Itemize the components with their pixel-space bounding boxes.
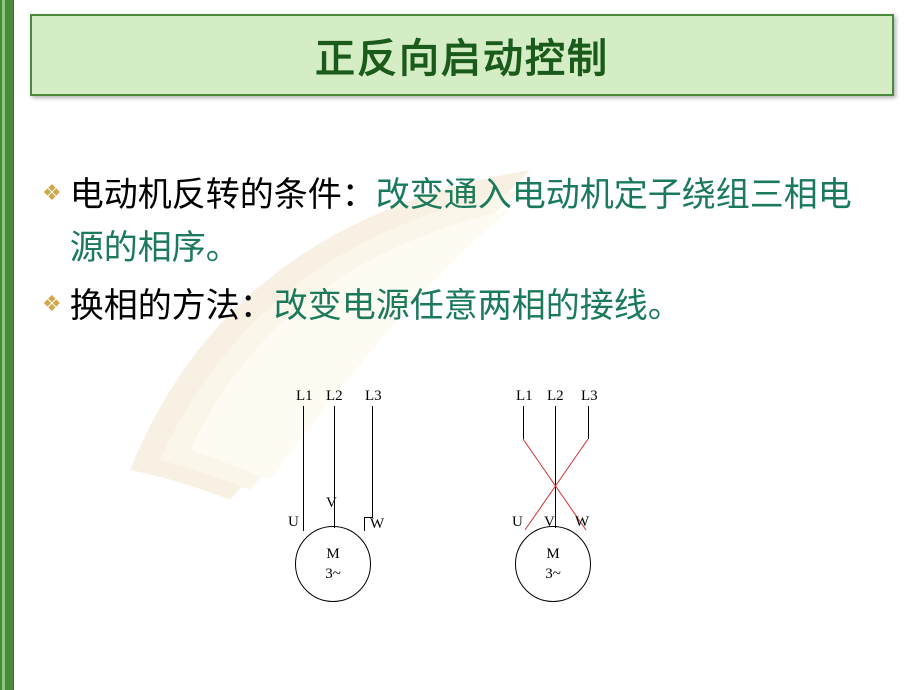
terminal-label: L2 (326, 388, 343, 405)
left-bar-highlight (2, 0, 5, 690)
bullet-text: 电动机反转的条件：改变通入电动机定子绕组三相电源的相序。 (70, 170, 882, 275)
wiring-diagrams: L1 L2 L3 U V W M 3~ L1 L2 L3 U V W (260, 386, 680, 616)
terminal-label: L3 (365, 388, 382, 405)
terminal-label: W (370, 516, 384, 533)
bullet-marker-icon: ❖ (42, 291, 62, 317)
crossed-wires (480, 386, 640, 546)
wire-line (372, 406, 373, 518)
wire-line (303, 406, 304, 531)
motor-symbol: M 3~ (295, 526, 371, 602)
content-area: ❖ 电动机反转的条件：改变通入电动机定子绕组三相电源的相序。 ❖ 换相的方法：改… (42, 170, 882, 340)
motor-label: M 3~ (516, 527, 590, 584)
wire-line (334, 406, 335, 506)
bullet-marker-icon: ❖ (42, 180, 62, 206)
bullet-item: ❖ 电动机反转的条件：改变通入电动机定子绕组三相电源的相序。 (42, 170, 882, 275)
terminal-label: V (326, 495, 337, 512)
motor-label: M 3~ (296, 527, 370, 584)
bullet-item: ❖ 换相的方法：改变电源任意两相的接线。 (42, 281, 882, 334)
slide-title-box: 正反向启动控制 (30, 14, 894, 96)
reverse-wiring-diagram: L1 L2 L3 U V W M 3~ (480, 386, 640, 616)
bullet-text: 换相的方法：改变电源任意两相的接线。 (70, 281, 682, 334)
forward-wiring-diagram: L1 L2 L3 U V W M 3~ (260, 386, 420, 616)
terminal-label: L1 (296, 388, 313, 405)
slide-title: 正反向启动控制 (315, 26, 609, 84)
motor-symbol: M 3~ (515, 526, 591, 602)
